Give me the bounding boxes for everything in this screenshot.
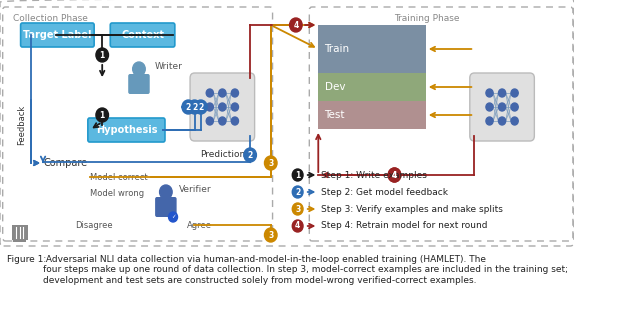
Text: Adversarial NLI data collection via human-and-model-in-the-loop enabled training: Adversarial NLI data collection via huma… bbox=[43, 255, 568, 285]
Text: Step 1: Write examples: Step 1: Write examples bbox=[321, 171, 427, 180]
Circle shape bbox=[159, 185, 172, 199]
Text: Feedback: Feedback bbox=[17, 105, 26, 145]
Circle shape bbox=[486, 103, 493, 111]
Circle shape bbox=[231, 103, 239, 111]
Circle shape bbox=[231, 117, 239, 125]
Circle shape bbox=[388, 168, 401, 182]
Text: 2: 2 bbox=[248, 151, 253, 160]
Circle shape bbox=[292, 203, 303, 215]
Text: 4: 4 bbox=[293, 20, 298, 29]
Text: Test: Test bbox=[324, 110, 345, 120]
Text: 1: 1 bbox=[295, 171, 300, 180]
Text: 4: 4 bbox=[392, 171, 397, 180]
Circle shape bbox=[231, 89, 239, 97]
Text: Collection Phase: Collection Phase bbox=[13, 14, 88, 23]
Circle shape bbox=[219, 89, 226, 97]
Circle shape bbox=[292, 169, 303, 181]
Text: Model wrong: Model wrong bbox=[90, 189, 144, 197]
Circle shape bbox=[499, 117, 506, 125]
Circle shape bbox=[292, 186, 303, 198]
Circle shape bbox=[188, 100, 201, 114]
Text: 3: 3 bbox=[295, 204, 300, 214]
Text: Prediction: Prediction bbox=[200, 150, 245, 159]
Circle shape bbox=[195, 100, 207, 114]
Text: 4: 4 bbox=[295, 222, 300, 231]
Circle shape bbox=[96, 48, 109, 62]
Circle shape bbox=[511, 117, 518, 125]
Text: Step 4: Retrain model for next round: Step 4: Retrain model for next round bbox=[321, 222, 488, 231]
Text: Dev: Dev bbox=[324, 82, 345, 92]
Text: 3: 3 bbox=[268, 231, 273, 239]
Text: 3: 3 bbox=[268, 159, 273, 168]
Text: Disagree: Disagree bbox=[76, 221, 113, 230]
Circle shape bbox=[388, 168, 401, 182]
Text: Verifier: Verifier bbox=[179, 185, 212, 194]
Circle shape bbox=[219, 103, 226, 111]
FancyBboxPatch shape bbox=[155, 197, 177, 217]
Text: Hypothesis: Hypothesis bbox=[95, 125, 157, 135]
Text: Model correct: Model correct bbox=[90, 172, 147, 182]
Circle shape bbox=[511, 103, 518, 111]
Bar bbox=[318, 101, 426, 129]
Text: Train: Train bbox=[324, 44, 349, 54]
FancyBboxPatch shape bbox=[110, 23, 175, 47]
Bar bbox=[12, 225, 28, 240]
Circle shape bbox=[206, 117, 213, 125]
FancyBboxPatch shape bbox=[88, 118, 165, 142]
Text: 1: 1 bbox=[100, 50, 105, 59]
Circle shape bbox=[499, 103, 506, 111]
Circle shape bbox=[206, 89, 213, 97]
Circle shape bbox=[486, 117, 493, 125]
Circle shape bbox=[168, 212, 177, 222]
Text: Training Phase: Training Phase bbox=[394, 14, 460, 23]
Text: 2: 2 bbox=[295, 187, 300, 196]
Circle shape bbox=[511, 89, 518, 97]
Circle shape bbox=[264, 156, 277, 170]
Text: Step 3: Verify examples and make splits: Step 3: Verify examples and make splits bbox=[321, 204, 503, 214]
Circle shape bbox=[132, 62, 145, 76]
Text: Context: Context bbox=[121, 30, 164, 40]
FancyBboxPatch shape bbox=[190, 73, 255, 141]
FancyBboxPatch shape bbox=[20, 23, 94, 47]
Circle shape bbox=[289, 18, 302, 32]
Text: 2: 2 bbox=[192, 102, 197, 111]
Circle shape bbox=[206, 103, 213, 111]
Text: 2: 2 bbox=[186, 102, 191, 111]
Circle shape bbox=[244, 148, 257, 162]
Circle shape bbox=[486, 89, 493, 97]
Text: Step 2: Get model feedback: Step 2: Get model feedback bbox=[321, 187, 448, 196]
Circle shape bbox=[182, 100, 195, 114]
Text: Figure 1:: Figure 1: bbox=[7, 255, 47, 264]
Bar bbox=[13, 239, 26, 242]
Text: Writer: Writer bbox=[154, 62, 182, 71]
Text: 4: 4 bbox=[392, 171, 397, 180]
Circle shape bbox=[219, 117, 226, 125]
Text: ✓: ✓ bbox=[171, 214, 175, 220]
Circle shape bbox=[499, 89, 506, 97]
Circle shape bbox=[264, 228, 277, 242]
Circle shape bbox=[96, 108, 109, 122]
FancyBboxPatch shape bbox=[470, 73, 534, 141]
Circle shape bbox=[292, 220, 303, 232]
Text: 2: 2 bbox=[198, 102, 204, 111]
Bar bbox=[318, 25, 426, 73]
FancyBboxPatch shape bbox=[128, 74, 150, 94]
Text: Target Label: Target Label bbox=[23, 30, 92, 40]
Text: 1: 1 bbox=[100, 110, 105, 120]
Text: Compare: Compare bbox=[43, 158, 87, 168]
Bar bbox=[318, 73, 426, 101]
Text: Agree: Agree bbox=[186, 221, 212, 230]
